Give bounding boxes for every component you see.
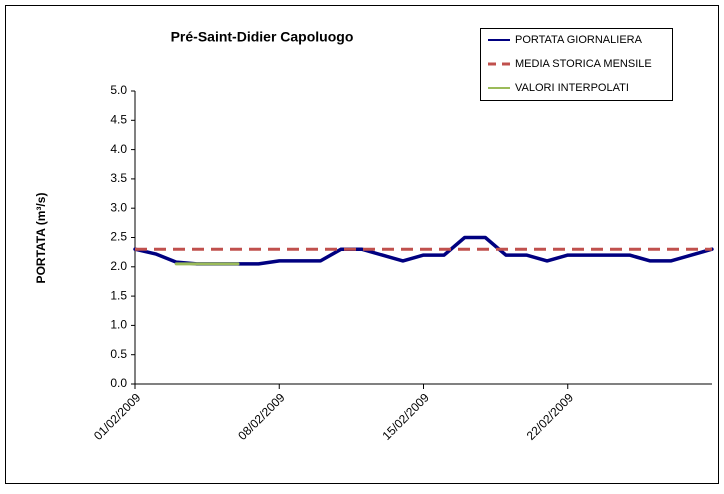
- y-tick-label: 4.5: [110, 112, 127, 126]
- y-tick-label: 0.0: [110, 376, 127, 390]
- y-tick-label: 1.0: [110, 318, 127, 332]
- y-axis-label: PORTATA (m³/s): [34, 193, 48, 284]
- legend-box: [480, 28, 673, 101]
- y-tick-label: 4.0: [110, 142, 127, 156]
- y-tick-label: 0.5: [110, 347, 127, 361]
- y-tick-label: 2.0: [110, 259, 127, 273]
- y-tick-label: 1.5: [110, 288, 127, 302]
- legend-label: PORTATA GIORNALIERA: [515, 34, 643, 46]
- y-tick-label: 5.0: [110, 83, 127, 97]
- y-tick-label: 2.5: [110, 230, 127, 244]
- legend-label: VALORI INTERPOLATI: [515, 82, 629, 94]
- chart-title: Pré-Saint-Didier Capoluogo: [171, 29, 354, 45]
- y-tick-label: 3.0: [110, 200, 127, 214]
- legend-label: MEDIA STORICA MENSILE: [515, 58, 652, 70]
- y-tick-label: 3.5: [110, 171, 127, 185]
